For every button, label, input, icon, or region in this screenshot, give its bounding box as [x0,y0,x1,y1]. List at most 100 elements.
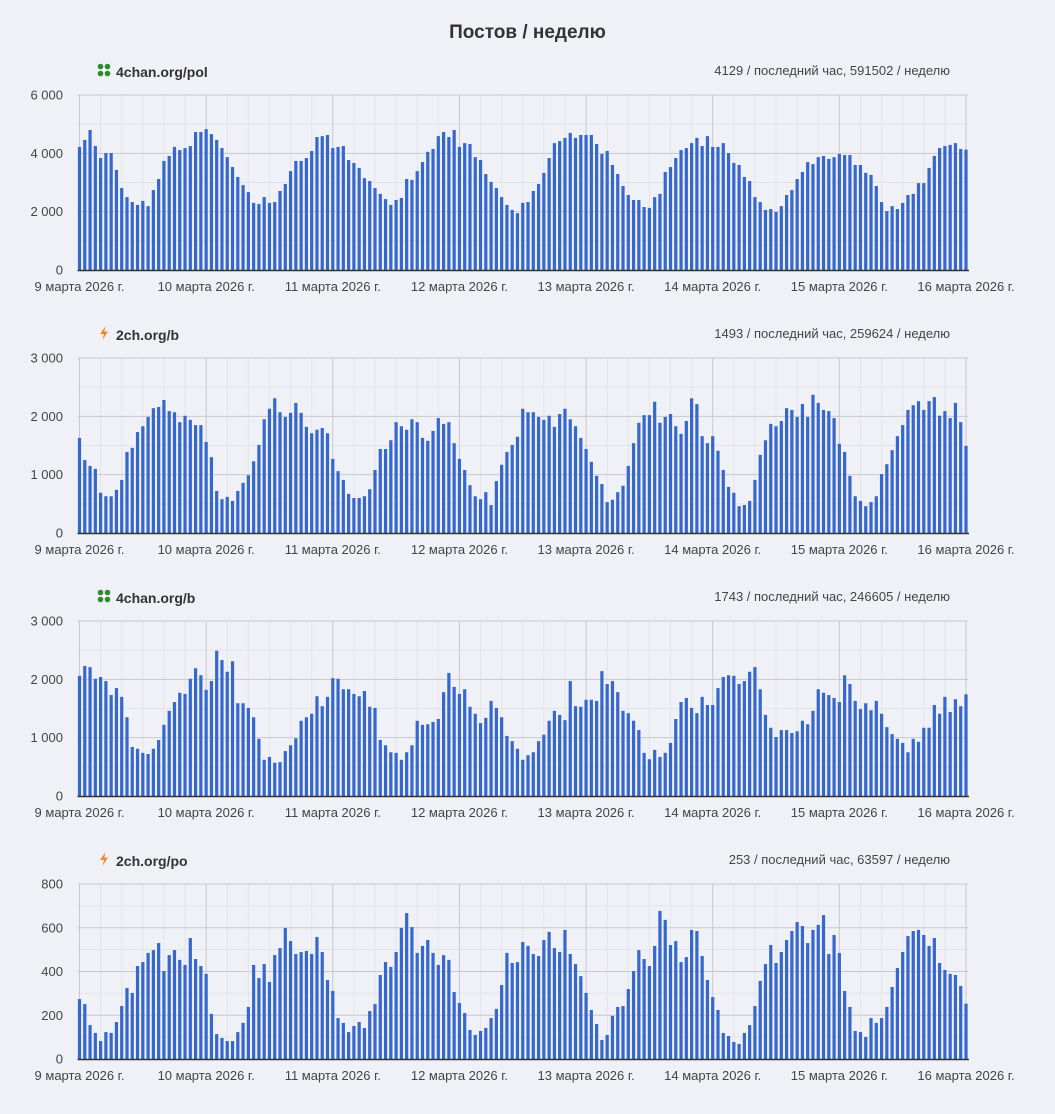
bar [626,465,630,533]
bar [77,437,82,533]
chart-panel: 4chan.org/pol 4129 / последний час, 5915… [0,62,1055,325]
bar [658,910,662,1059]
bar [484,174,488,270]
bar [315,137,319,270]
bar [858,500,863,533]
bar [573,706,578,796]
bar [938,713,942,796]
bar [848,155,852,270]
bar [874,496,878,533]
bar [684,148,688,270]
bar [294,402,298,533]
bar [901,742,905,796]
bar [373,1004,377,1059]
board-name: 4chan.org/pol [96,62,208,81]
bar [563,137,567,270]
bar [505,204,509,270]
bar [779,421,783,533]
bar [288,412,293,533]
bar [848,684,852,796]
bar [468,706,472,796]
bar [83,665,87,796]
bar [125,717,129,796]
bar [653,197,657,270]
bar [531,752,535,796]
bar [943,969,947,1059]
bar [579,976,583,1059]
bar [901,202,905,270]
bar [431,721,435,796]
bar [806,943,810,1059]
x-tick-label: 16 марта 2026 г. [917,542,1014,557]
chart-title: Постов / неделю [449,22,606,43]
bar [225,1041,229,1059]
bar [653,401,657,533]
bar [584,134,588,270]
bar [953,402,958,533]
bar [542,940,546,1059]
y-tick-label: 600 [41,920,63,935]
bar [405,179,409,270]
bar [373,470,377,533]
bar [811,164,815,270]
bar [267,756,272,796]
bar [515,748,520,796]
bar [552,948,557,1059]
bar [267,982,272,1059]
bar [589,1010,593,1059]
bar [484,717,488,796]
x-tick-label: 13 марта 2026 г. [538,805,635,820]
bar [605,502,609,533]
bar-chart: 0 1 000 2 000 3 000 9 марта 2026 г. 10 марта … [30,351,1014,558]
bar [436,136,440,270]
bar [373,188,377,270]
bar [890,734,894,796]
bar [457,1003,462,1059]
bar [547,415,551,533]
bar [595,1024,599,1059]
bar [711,436,715,533]
bar [267,408,272,533]
bar [589,461,593,533]
bar [874,700,878,796]
board-label: 2ch.org/b [116,326,180,343]
bar [584,992,588,1059]
x-tick-label: 13 марта 2026 г. [538,542,635,557]
bar [647,207,651,270]
bar [536,955,541,1059]
bar [890,987,894,1059]
bar [858,709,863,796]
bar [626,713,630,796]
bar [510,741,514,796]
bar [88,667,92,796]
bar [267,202,272,270]
bar [183,693,187,796]
bar [331,678,335,796]
bar [478,499,483,533]
bar [215,491,219,533]
bar [621,485,625,533]
bar [236,491,240,533]
bar [832,157,836,270]
bar [93,146,97,270]
bar [257,444,261,533]
bar [637,200,641,270]
bar [109,695,113,796]
bar [209,134,214,270]
bar [742,176,746,270]
bar [436,964,440,1059]
bar [864,506,868,533]
bar [420,437,425,533]
bar [605,1034,609,1059]
bar [558,141,562,270]
bar [700,146,704,270]
bar [278,412,282,533]
bar [821,155,826,270]
bar [162,971,166,1059]
bar [563,408,567,533]
bar [500,985,504,1059]
bar [336,1018,340,1059]
bar [536,741,541,796]
bar [273,398,277,533]
bar [178,959,182,1059]
